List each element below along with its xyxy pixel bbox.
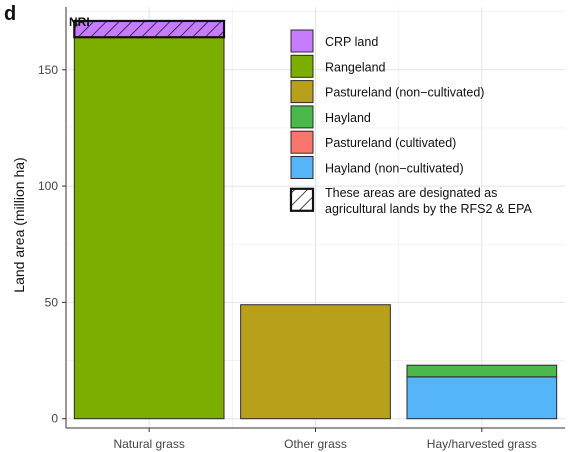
y-tick-label: 150 [38,63,58,77]
hatch-overlay [73,19,226,39]
legend-hatch-label-line1: These areas are designated as [325,186,497,200]
bar-hayland-non-cultivated-hay-harvested-grass [406,376,558,420]
legend-hatch-swatch [289,187,315,212]
legend-swatch [290,156,314,179]
legend-hatch-label-line2: agricultural lands by the RFS2 & EPA [325,202,532,216]
legend-label: Hayland [325,111,371,125]
y-tick-label: 50 [45,295,59,309]
legend-label: CRP land [325,35,378,49]
legend-label: Pastureland (cultivated) [325,136,456,150]
plot-area: Natural grass Other grass Hay/harvested gr… [38,7,565,451]
legend-swatch [290,130,314,154]
legend-label: Rangeland [325,60,386,74]
bar-hayland-hay-harvested-grass [406,364,558,378]
y-axis-title: Land area (million ha) [11,157,27,292]
bar-rangeland-natural-grass [73,36,225,420]
x-tick-label: Hay/harvested grass [427,437,537,451]
y-tick-label: 0 [51,412,58,426]
legend-swatch [290,105,314,129]
legend-label: Pastureland (non−cultivated) [325,86,484,100]
panel-letter: d [4,3,16,25]
legend-swatch [290,80,314,104]
x-tick-label: Other grass [284,437,347,451]
y-tick-label: 100 [38,179,58,193]
x-tick-label: Natural grass [113,437,184,451]
legend: CRP land Rangeland Pastureland (non−cultiv… [289,29,532,216]
chart-title: NRI [69,15,90,29]
bar-pastureland-non-cultivated-other-grass [240,304,391,420]
legend-swatch [290,29,314,53]
legend-label: Hayland (non−cultivated) [325,162,464,176]
legend-swatch [290,54,314,78]
